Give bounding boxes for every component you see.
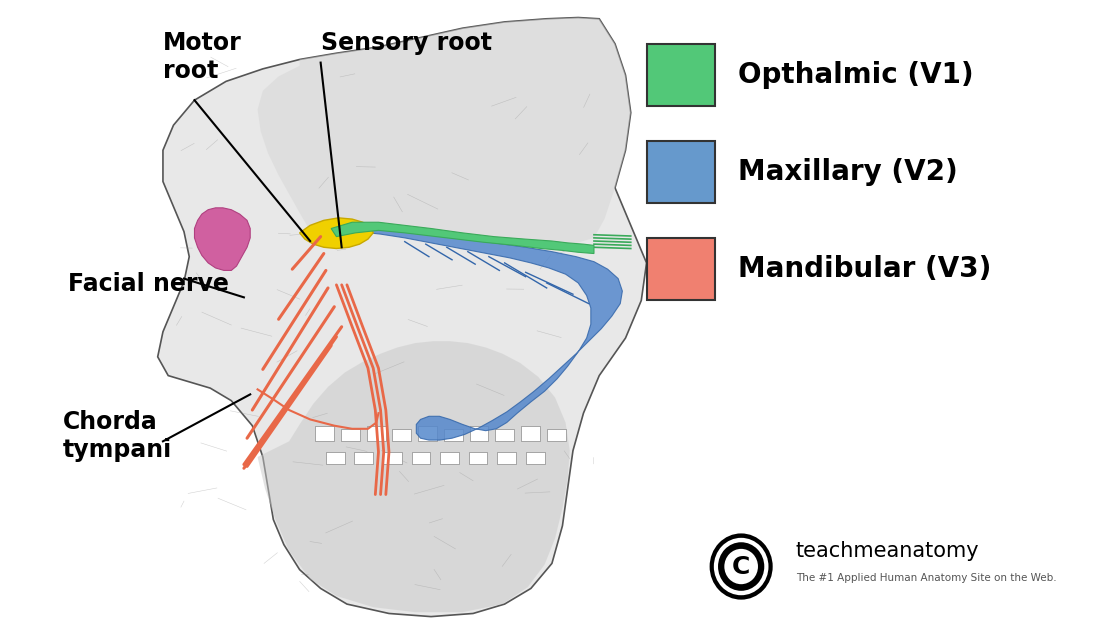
Bar: [469, 426, 488, 441]
Text: C: C: [732, 555, 751, 578]
Polygon shape: [331, 222, 594, 254]
Bar: [647, 141, 715, 203]
Bar: [412, 452, 431, 464]
Polygon shape: [323, 225, 623, 440]
Ellipse shape: [714, 538, 768, 595]
Bar: [497, 452, 516, 464]
Bar: [526, 452, 544, 464]
Bar: [440, 452, 459, 464]
Bar: [468, 452, 488, 464]
Text: Opthalmic (V1): Opthalmic (V1): [737, 61, 974, 89]
Bar: [546, 429, 565, 441]
Ellipse shape: [718, 542, 764, 591]
Bar: [354, 452, 373, 464]
Bar: [496, 429, 514, 441]
Bar: [418, 426, 437, 441]
Polygon shape: [257, 341, 570, 612]
Bar: [647, 44, 715, 106]
Bar: [316, 426, 335, 441]
Text: teachmeanatomy: teachmeanatomy: [796, 541, 979, 561]
Polygon shape: [257, 18, 630, 247]
Bar: [393, 429, 412, 441]
Polygon shape: [158, 18, 647, 617]
Bar: [444, 429, 463, 441]
Bar: [367, 426, 385, 441]
Text: Chorda
tympani: Chorda tympani: [63, 410, 172, 462]
Bar: [326, 452, 344, 464]
Bar: [521, 426, 540, 441]
Text: Maxillary (V2): Maxillary (V2): [737, 158, 958, 186]
Bar: [647, 238, 715, 300]
Text: The #1 Applied Human Anatomy Site on the Web.: The #1 Applied Human Anatomy Site on the…: [796, 573, 1057, 583]
Ellipse shape: [710, 533, 773, 600]
Polygon shape: [194, 208, 251, 270]
Text: Sensory root: Sensory root: [320, 31, 491, 55]
Text: Mandibular (V3): Mandibular (V3): [737, 255, 991, 283]
Bar: [383, 452, 402, 464]
Text: Motor
root: Motor root: [163, 31, 242, 83]
Text: Facial nerve: Facial nerve: [68, 272, 230, 296]
Polygon shape: [299, 218, 373, 249]
Ellipse shape: [724, 549, 758, 584]
Bar: [341, 429, 360, 441]
